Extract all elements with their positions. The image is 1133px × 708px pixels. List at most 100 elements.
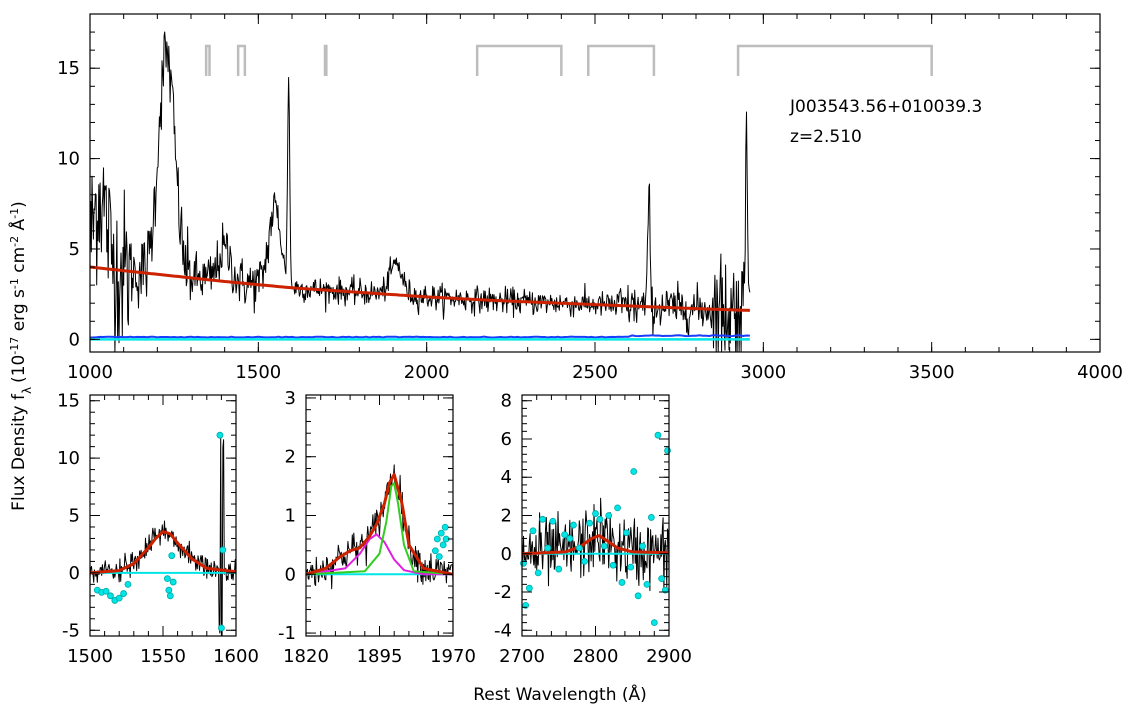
y-tick-label: 2 (501, 506, 512, 527)
zoom-panel-1895: 1820 1895 1970 -1 0 1 2 3 (278, 388, 476, 667)
y-tick-label: 5 (69, 506, 80, 527)
masked-pixel (566, 535, 574, 542)
masked-pixel (437, 529, 445, 537)
masked-pixel (102, 587, 110, 595)
masked-pixel (647, 514, 655, 521)
error-spectrum (89, 334, 750, 339)
y-tick-label: 0 (501, 544, 512, 565)
masked-pixel (219, 546, 227, 554)
x-tick-label: 2500 (572, 362, 618, 383)
emission-line-marker (736, 44, 933, 76)
line-model (305, 472, 454, 576)
masked-pixel (643, 580, 651, 588)
y-tick-label: -2 (494, 582, 512, 603)
y-tick-label: -5 (62, 620, 80, 641)
masked-pixel (654, 431, 662, 439)
spectrum-flux (521, 497, 670, 592)
masked-pixel (592, 510, 599, 517)
masked-pixel (549, 517, 557, 525)
x-axis-label: Rest Wavelength (Å) (473, 683, 647, 705)
y-axis-label: Flux Density fλ(10-17 erg s-1 cm-2 Å-1) (7, 201, 34, 511)
x-tick-label: 1000 (67, 362, 113, 383)
y-tick-label: 0 (69, 329, 80, 350)
masked-pixel (544, 544, 552, 552)
masked-pixel (596, 515, 604, 523)
narrow-component (305, 482, 454, 576)
x-tick-label: 1895 (357, 646, 403, 667)
y-tick-label: 15 (57, 391, 80, 412)
emission-line-marker (323, 44, 328, 76)
y-tick-label: 5 (69, 239, 80, 260)
masked-pixel (433, 535, 441, 543)
x-tick-label: 1500 (67, 646, 113, 667)
emission-line-marker (236, 44, 247, 76)
x-tick-label: 3500 (909, 362, 955, 383)
masked-pixel (435, 553, 443, 561)
y-tick-label: 1 (285, 506, 296, 527)
masked-pixel (431, 547, 439, 555)
masked-pixel (570, 521, 577, 529)
y-tick-label: 3 (285, 388, 296, 409)
y-tick-label: 10 (57, 149, 80, 170)
x-tick-label: 3000 (740, 362, 786, 383)
spectrum-flux (89, 433, 237, 637)
plot-frame (89, 13, 1101, 353)
masked-pixel (561, 531, 569, 539)
masked-pixel (586, 519, 594, 527)
masked-pixel (555, 565, 563, 573)
zoom-panel-1550: 1500 1550 1600 -5 0 5 10 15 (57, 391, 259, 667)
masked-pixel (618, 579, 626, 586)
masked-pixel (634, 592, 642, 600)
masked-pixel (639, 542, 646, 550)
line-model (521, 534, 670, 556)
x-tick-label: 1970 (430, 646, 476, 667)
masked-pixel (575, 544, 583, 552)
masked-pixel (216, 431, 224, 439)
masked-pixel (650, 619, 658, 627)
y-tick-label: 10 (57, 448, 80, 469)
masked-pixel (600, 542, 608, 550)
line-model (89, 530, 237, 575)
y-tick-label: 4 (501, 467, 512, 488)
y-tick-label: 6 (501, 429, 512, 450)
x-tick-label: 2800 (573, 646, 619, 667)
y-tick-label: -4 (494, 620, 512, 641)
masked-pixel (217, 624, 225, 632)
masked-pixel (609, 561, 617, 569)
masked-pixel (120, 590, 127, 597)
masked-pixel (605, 512, 613, 519)
object-name: J003543.56+010039.3 (789, 97, 982, 117)
masked-pixel (439, 541, 447, 549)
masked-pixel (163, 575, 171, 583)
continuum-model (89, 265, 750, 312)
full-spectrum-panel: J003543.56+010039.3 z=2.510 1000 1500 2000… (57, 13, 1123, 383)
masked-pixel (166, 592, 174, 600)
masked-pixel (534, 569, 542, 577)
x-tick-label: 1500 (235, 362, 281, 383)
y-tick-label: 0 (69, 563, 80, 584)
masked-pixel (107, 592, 114, 600)
masked-pixel (115, 594, 123, 602)
masked-pixel (441, 523, 449, 531)
y-tick-label: 15 (57, 58, 80, 79)
x-tick-label: 4000 (1077, 362, 1123, 383)
y-tick-label: 8 (501, 391, 512, 412)
y-tick-label: 2 (285, 447, 296, 468)
masked-pixel (168, 552, 176, 560)
redshift-label: z=2.510 (790, 127, 862, 147)
x-tick-label: 2000 (404, 362, 450, 383)
y-tick-label: 0 (285, 564, 296, 585)
masked-pixel (630, 468, 638, 475)
x-tick-label: 1820 (283, 646, 329, 667)
emission-line-marker (587, 44, 656, 76)
zoom-panel-2800: 2700 2800 2900 -4 -2 0 2 4 6 8 (494, 391, 692, 667)
masked-pixel (169, 578, 177, 586)
masked-pixel (627, 563, 635, 571)
masked-pixel (529, 527, 537, 535)
masked-pixel (581, 558, 588, 565)
x-tick-label: 1600 (213, 646, 259, 667)
masked-pixel (658, 575, 666, 583)
masked-pixel (664, 447, 671, 454)
y-tick-label: -1 (278, 623, 296, 644)
